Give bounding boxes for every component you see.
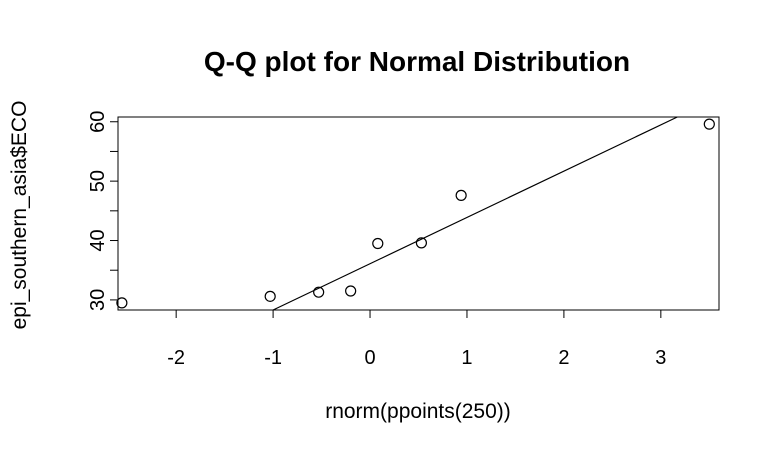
x-tick-label: 0 bbox=[364, 347, 375, 369]
x-axis-label: rnorm(ppoints(250)) bbox=[325, 400, 511, 423]
y-tick-label: 30 bbox=[87, 289, 109, 311]
data-points bbox=[116, 118, 715, 309]
x-tick-label: 2 bbox=[558, 347, 569, 369]
data-point bbox=[415, 237, 428, 249]
x-axis: -2 -1 0 1 2 3 bbox=[167, 309, 666, 369]
data-point bbox=[313, 286, 325, 298]
y-axis-label: epi_southern_asia$ECO bbox=[8, 101, 31, 330]
x-tick-label: -2 bbox=[167, 347, 185, 369]
data-point bbox=[345, 285, 357, 297]
data-point bbox=[264, 290, 276, 302]
x-tick-label: 1 bbox=[461, 347, 472, 369]
x-tick-label: 3 bbox=[655, 347, 666, 369]
x-tick-label: -1 bbox=[264, 347, 282, 369]
data-point bbox=[116, 297, 128, 309]
y-axis: 30 40 50 60 bbox=[87, 111, 119, 311]
plot-frame bbox=[117, 116, 720, 311]
y-tick-label: 60 bbox=[87, 111, 109, 133]
y-tick-label: 40 bbox=[87, 229, 109, 251]
chart-title: Q-Q plot for Normal Distribution bbox=[204, 46, 630, 77]
reference-line bbox=[272, 116, 678, 311]
data-point bbox=[372, 237, 384, 250]
data-point bbox=[455, 189, 467, 201]
y-tick-label: 50 bbox=[87, 170, 109, 192]
data-point bbox=[703, 118, 715, 130]
